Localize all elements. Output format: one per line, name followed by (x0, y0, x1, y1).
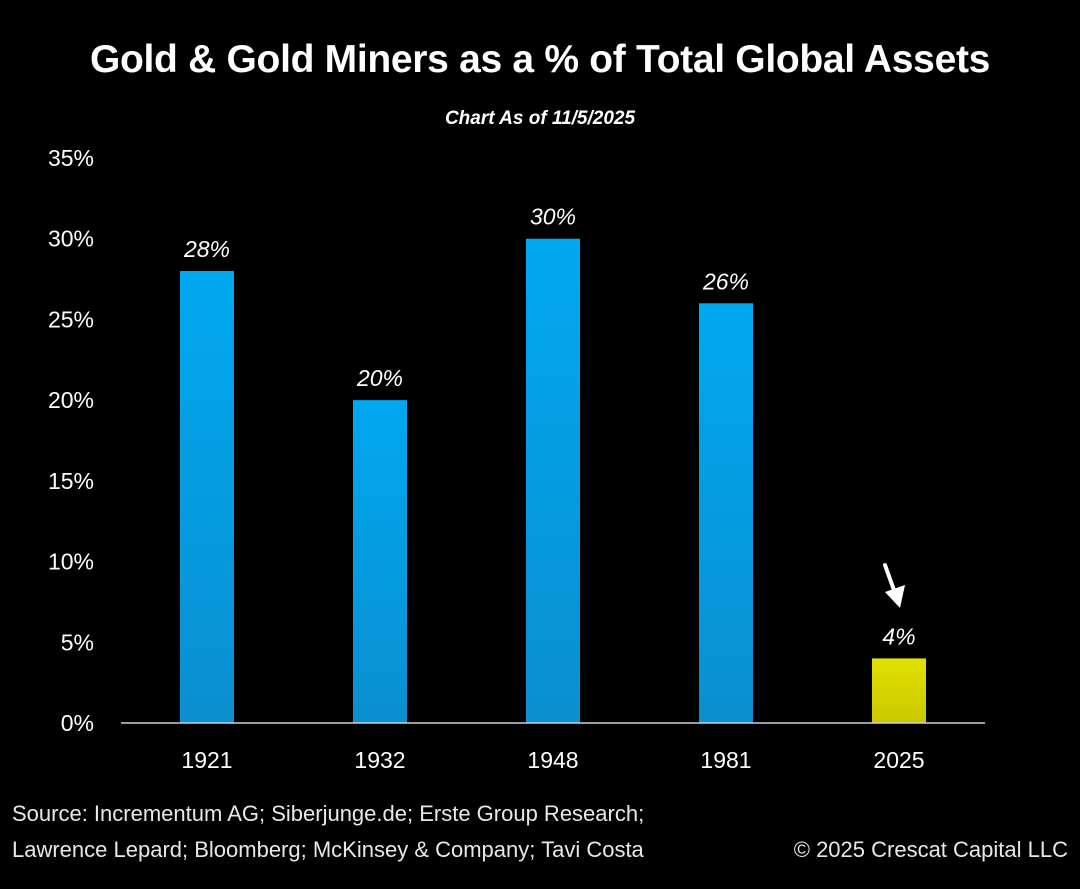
x-tick-label: 2025 (873, 747, 924, 773)
x-tick-label: 1932 (354, 747, 405, 773)
y-tick-label: 35% (48, 145, 94, 171)
bar-highlight (872, 658, 926, 723)
annotation-arrow-head (885, 585, 905, 608)
y-tick-label: 10% (48, 549, 94, 575)
x-tick-label: 1948 (527, 747, 578, 773)
chart-subtitle: Chart As of 11/5/2025 (444, 108, 636, 129)
source-line-2: Lawrence Lepard; Bloomberg; McKinsey & C… (12, 837, 644, 862)
y-tick-label: 30% (48, 226, 94, 252)
bar (353, 400, 407, 723)
data-label: 26% (702, 268, 749, 294)
y-tick-label: 25% (48, 306, 94, 332)
y-tick-label: 0% (61, 710, 94, 736)
annotation-arrow-shaft (883, 563, 897, 595)
bar (180, 271, 234, 723)
bar (526, 238, 580, 723)
data-label: 20% (356, 365, 403, 391)
bar-chart: 0% 5% 10% 15% 20% 25% 30% 35% 28% 1921 20% 1932 30% 1… (48, 145, 985, 773)
data-label: 4% (882, 623, 915, 649)
y-tick-label: 15% (48, 468, 94, 494)
bar (699, 303, 753, 723)
source-line-1: Source: Incrementum AG; Siberjunge.de; E… (12, 801, 645, 826)
y-tick-label: 20% (48, 387, 94, 413)
x-tick-label: 1921 (181, 747, 232, 773)
copyright-note: © 2025 Crescat Capital LLC (793, 837, 1068, 862)
source-note: Source: Incrementum AG; Siberjunge.de; E… (12, 796, 644, 868)
y-tick-label: 5% (61, 629, 94, 655)
data-label: 30% (530, 204, 576, 230)
x-tick-label: 1981 (700, 747, 751, 773)
chart-title: Gold & Gold Miners as a % of Total Globa… (89, 38, 991, 81)
data-label: 28% (183, 236, 230, 262)
